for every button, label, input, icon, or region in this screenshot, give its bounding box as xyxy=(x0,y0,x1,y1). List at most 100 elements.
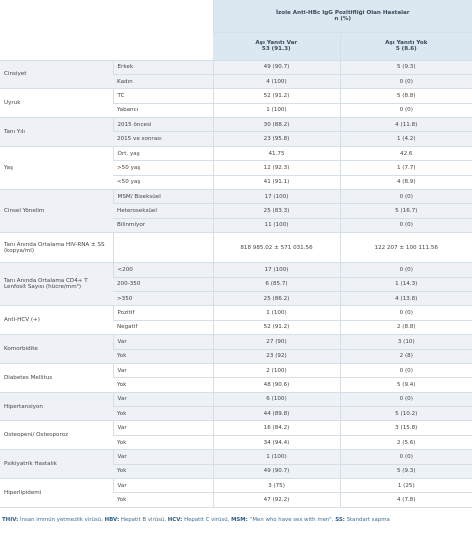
group-label: Diabetes Mellitus xyxy=(0,363,113,393)
cell-value: 1 (100) xyxy=(212,305,340,321)
cell-value: 1 (4.2) xyxy=(339,131,472,147)
table-row: Yabancı 1 (100) 0 (0) xyxy=(0,103,472,119)
cell-value: 0 (0) xyxy=(339,189,472,205)
sub-label: <200 xyxy=(112,262,213,278)
col-header: Aşı Yanıtı Var 53 (91.3) xyxy=(213,32,340,61)
table-row: Yok 34 (94.4) 2 (5.6) xyxy=(0,435,472,451)
table-row: Tanı Anında Ortalama CD4+ T Lenfosit Say… xyxy=(0,262,472,307)
table-row: Hiperlipidemi Var 3 (75) 1 (25) xyxy=(0,478,472,508)
cell-value: 48 (90.6) xyxy=(212,377,340,393)
cell-value: 0 (0) xyxy=(339,392,472,408)
cell-value: 4 (100) xyxy=(212,74,340,90)
cell-value: 23 (92) xyxy=(212,349,340,364)
sub-label: Var xyxy=(112,392,213,408)
cell-value: 5 (8.8) xyxy=(339,88,472,104)
sub-label: Var xyxy=(112,449,213,465)
sub-label: Yok xyxy=(113,349,213,364)
group-label: Cinsiyet xyxy=(0,60,113,90)
cell-value: 3 (15.8) xyxy=(339,420,472,436)
footnote-term: HBV: xyxy=(104,517,120,523)
data-table: İzole Anti-HBc IgG Pozitifliği Olan Hast… xyxy=(0,0,472,508)
col-name: Aşı Yanıtı Var xyxy=(255,40,298,46)
cell-value: 6 (100) xyxy=(212,392,340,408)
cell-value: 52 (91.2) xyxy=(212,88,340,104)
cell-value: 5 (10.2) xyxy=(339,406,472,422)
group-label: Tanı Anında Ortalama HIV-RNA ± SS (kopya… xyxy=(0,232,113,264)
sub-label: Var xyxy=(112,334,213,350)
cell-value: 1 (100) xyxy=(212,449,340,465)
cell-value: 25 (83.3) xyxy=(212,203,340,219)
sub-label: Yok xyxy=(113,464,213,480)
table-row: Diabetes Mellitus Var 2 (100) 0 (0) xyxy=(0,363,472,393)
sub-label: Ort. yaş xyxy=(112,146,213,162)
cell-value: 5 (9.3) xyxy=(339,464,472,480)
table-row: Komorbidite Var 27 (90) 3 (10) xyxy=(0,334,472,364)
table-row: >50 yaş 12 (92.3) 1 (7.7) xyxy=(0,160,472,176)
sub-label: TC xyxy=(112,88,213,104)
group-label: Komorbidite xyxy=(0,334,113,364)
cell-value: 52 (91.2) xyxy=(212,320,340,336)
cell-value: 4 (8.9) xyxy=(339,175,472,191)
cell-value: 0 (0) xyxy=(339,262,472,278)
cell-value: 5 (16.7) xyxy=(339,203,472,219)
cell-value: 42.6 xyxy=(339,146,472,162)
table-row: 200-350 6 (85.7) 1 (14.3) xyxy=(0,277,472,292)
cell-value: 818 985.02 ± 571 031.56 xyxy=(212,232,340,264)
table-row: Tanı Anında Ortalama HIV-RNA ± SS (kopya… xyxy=(0,232,472,264)
group-label: Yaş xyxy=(0,146,113,191)
table-row: Yaş Ort. yaş 41.75 42.6 xyxy=(0,146,472,191)
table-row: Kadın 4 (100) 0 (0) xyxy=(0,74,472,90)
footnote-def: Hepatit B virüsü, xyxy=(120,517,167,523)
cell-value: 17 (100) xyxy=(212,262,340,278)
sub-label: >50 yaş xyxy=(113,160,213,176)
sub-label xyxy=(112,232,213,264)
sub-label: Kadın xyxy=(113,74,213,90)
header-subtitle: n (%) xyxy=(334,15,352,22)
group-label: Tanı Anında Ortalama CD4+ T Lenfosit Say… xyxy=(0,262,113,307)
sub-label: Yok xyxy=(113,435,213,451)
cell-value: 49 (90.7) xyxy=(212,464,340,480)
cell-value: 3 (75) xyxy=(212,478,340,494)
footnote-def: “Men who have sex with men”, xyxy=(249,517,334,523)
col-name: Aşı Yanıtı Yok xyxy=(385,40,428,46)
table-row: Yok 49 (90.7) 5 (9.3) xyxy=(0,464,472,480)
cell-value: 2 (8) xyxy=(339,349,472,364)
group-label: Hipertansiyon xyxy=(0,392,113,422)
sub-label: Var xyxy=(112,363,213,379)
cell-value: 30 (88.2) xyxy=(212,117,340,133)
table-row: Anti-HCV (+) Pozitif 1 (100) 0 (0) xyxy=(0,305,472,336)
footnote-def: Hepatit C virüsü, xyxy=(184,517,230,523)
table-row: <50 yaş 41 (91.1) 4 (8.9) xyxy=(0,175,472,191)
table-row: Cinsel Yönelim MSM/ Biseksüel 17 (100) 0 (0… xyxy=(0,189,472,234)
cell-value: 6 (85.7) xyxy=(212,277,340,292)
table-row: Cinsiyet Erkek 49 (90.7) 5 (9.3) xyxy=(0,60,472,90)
cell-value: 2 (5.6) xyxy=(339,435,472,451)
sub-label: Yok xyxy=(113,377,213,393)
table-row: Hipertansiyon Var 6 (100) 0 (0) xyxy=(0,392,472,422)
table-row: Yok 44 (89.8) 5 (10.2) xyxy=(0,406,472,422)
table-row: Negatif 52 (91.2) 2 (8.8) xyxy=(0,320,472,336)
table-row: 2015 ve sonrası 23 (95.8) 1 (4.2) xyxy=(0,131,472,147)
cell-value: 1 (100) xyxy=(212,103,340,119)
footnote-def: Standart sapma xyxy=(346,517,390,523)
cell-value: 0 (0) xyxy=(339,449,472,465)
group-label: Psikiyatrik Hastalık xyxy=(0,449,113,480)
cell-value: 0 (0) xyxy=(339,218,472,234)
table-row: Psikiyatrik Hastalık Var 1 (100) 0 (0) xyxy=(0,449,472,480)
sub-label: Erkek xyxy=(112,60,213,75)
footnote-def: İnsan immün yetmezlik virüsü, xyxy=(20,517,103,523)
cell-value: 5 (9.4) xyxy=(339,377,472,393)
sub-label: Yok xyxy=(113,492,213,508)
cell-value: 1 (7.7) xyxy=(339,160,472,176)
group-label: Uyruk xyxy=(0,88,113,119)
cell-value: 44 (89.8) xyxy=(212,406,340,422)
footnote-term: SS: xyxy=(335,517,345,523)
table-row: Yok 48 (90.6) 5 (9.4) xyxy=(0,377,472,393)
cell-value: 41.75 xyxy=(212,146,340,162)
cell-value: 1 (25) xyxy=(339,478,472,494)
cell-value: 4 (7.8) xyxy=(339,492,472,508)
cell-value: 27 (90) xyxy=(212,334,340,350)
cell-value: 25 (86.2) xyxy=(212,291,340,307)
header-title: İzole Anti-HBc IgG Pozitifliği Olan Hast… xyxy=(212,0,472,33)
